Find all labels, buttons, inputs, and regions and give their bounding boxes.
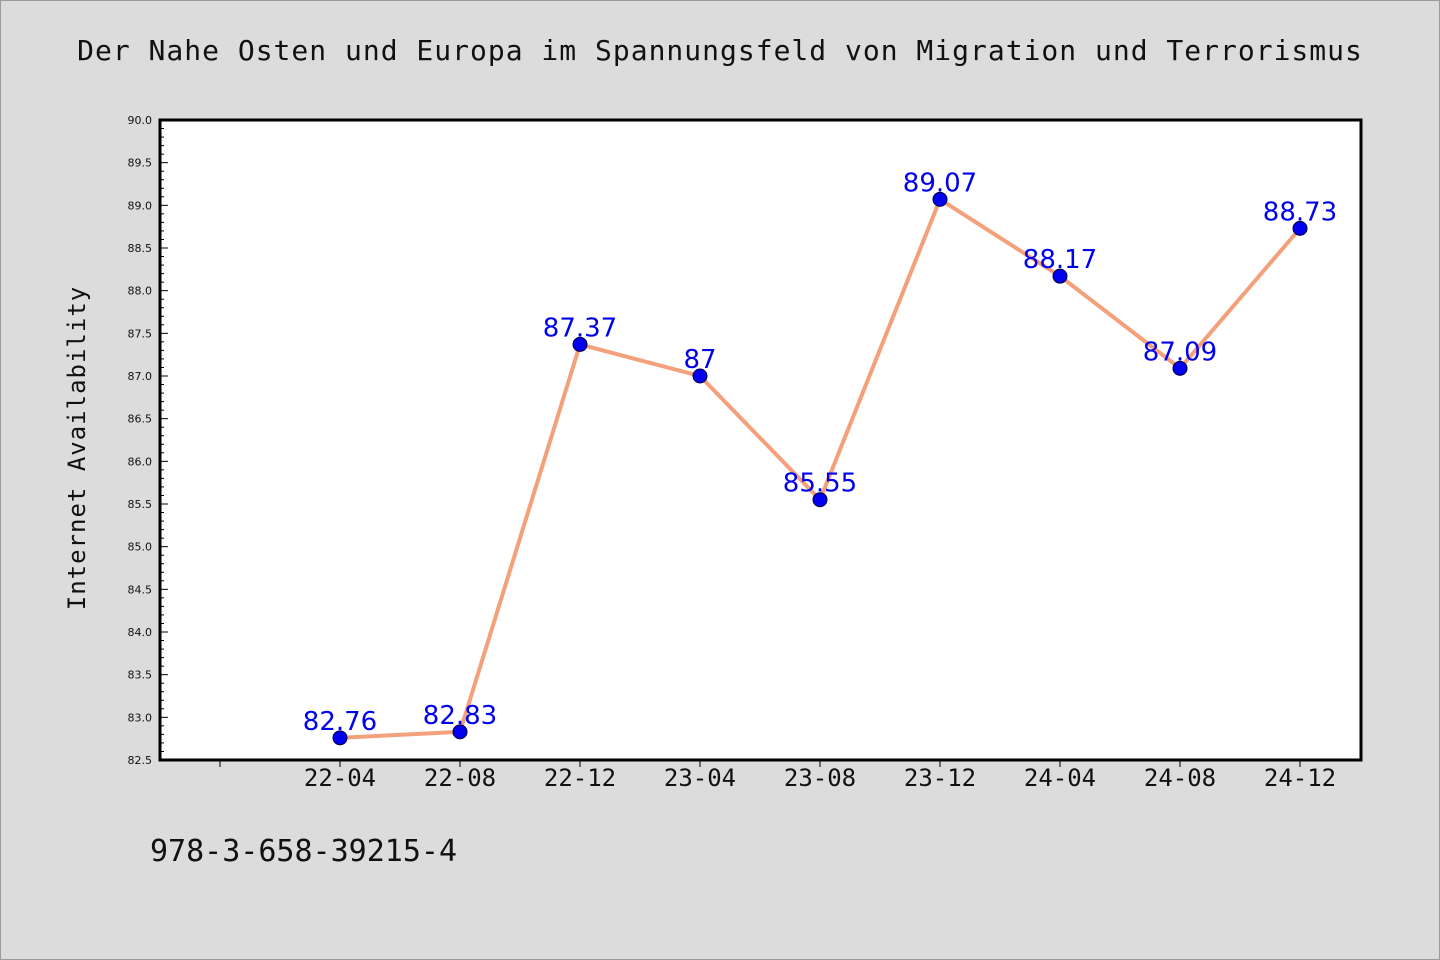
- y-tick-label: 89.0: [128, 199, 153, 212]
- y-axis-label: Internet Availability: [63, 286, 91, 610]
- data-point: [332, 730, 348, 746]
- chart-title: Der Nahe Osten und Europa im Spannungsfe…: [77, 34, 1363, 67]
- x-tick-label: 23-12: [904, 764, 976, 792]
- isbn-label: 978-3-658-39215-4: [150, 834, 458, 869]
- data-label: 82.76: [303, 707, 377, 737]
- data-point: [452, 724, 468, 740]
- data-point: [572, 336, 588, 352]
- data-label: 89.07: [903, 168, 977, 198]
- x-tick-label: 22-04: [304, 764, 376, 792]
- y-tick-label: 87.0: [128, 370, 153, 383]
- x-tick-label: 22-12: [544, 764, 616, 792]
- x-tick-label: 23-04: [664, 764, 736, 792]
- data-point: [1052, 268, 1068, 284]
- data-label: 88.17: [1023, 245, 1097, 275]
- data-point: [692, 368, 708, 384]
- x-tick-label: 23-08: [784, 764, 856, 792]
- y-tick-label: 85.5: [128, 498, 153, 511]
- data-label: 87.09: [1143, 337, 1217, 367]
- y-tick-label: 84.0: [128, 626, 153, 639]
- data-label: 87: [683, 345, 716, 375]
- plot-border: [158, 118, 1363, 762]
- data-label: 85.55: [783, 469, 857, 499]
- y-tick-label: 82.5: [128, 754, 153, 767]
- y-tick-label: 88.5: [128, 242, 153, 255]
- y-tick-label: 85.0: [128, 541, 153, 554]
- y-tick-label: 83.0: [128, 711, 153, 724]
- y-tick-label: 90.0: [128, 114, 153, 127]
- y-tick-label: 89.5: [128, 157, 153, 170]
- data-point: [812, 492, 828, 508]
- data-point: [1292, 220, 1308, 236]
- x-tick-label: 24-04: [1024, 764, 1096, 792]
- y-tick-label: 83.5: [128, 669, 153, 682]
- y-tick-label: 84.5: [128, 583, 153, 596]
- y-tick-label: 86.0: [128, 455, 153, 468]
- x-tick-label: 24-08: [1144, 764, 1216, 792]
- y-tick-label: 86.5: [128, 413, 153, 426]
- data-point: [1172, 360, 1188, 376]
- y-tick-label: 87.5: [128, 327, 153, 340]
- data-label: 88.73: [1263, 197, 1337, 227]
- data-label: 82.83: [423, 701, 497, 731]
- y-tick-label: 88.0: [128, 285, 153, 298]
- data-point: [932, 191, 948, 207]
- x-tick-label: 22-08: [424, 764, 496, 792]
- data-label: 87.37: [543, 313, 617, 343]
- x-tick-label: 24-12: [1264, 764, 1336, 792]
